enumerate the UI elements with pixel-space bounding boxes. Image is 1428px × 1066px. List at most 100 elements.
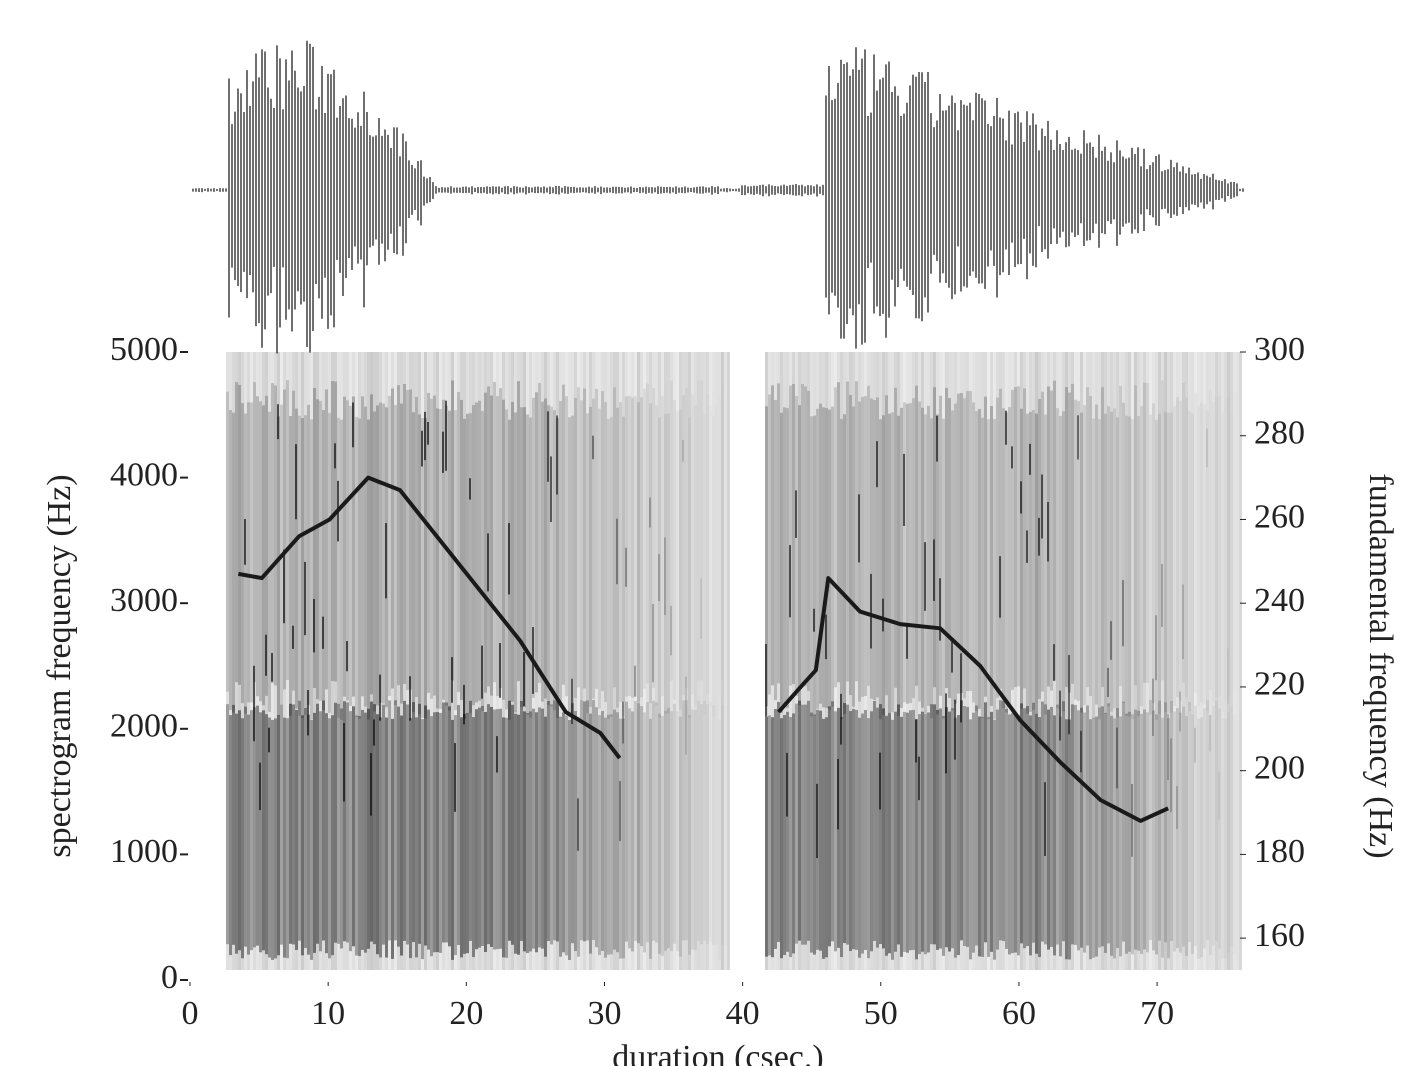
texture [1020,703,1023,944]
texture [571,703,574,944]
texture [658,554,660,601]
texture [1131,714,1134,955]
texture [975,411,978,712]
texture [978,352,981,970]
texture [1209,715,1212,956]
texture [900,407,903,708]
texture [361,352,364,970]
texture [424,352,427,970]
texture [885,395,888,696]
texture [939,578,941,641]
texture [1224,352,1227,970]
texture [921,352,924,970]
texture [559,716,562,957]
texture [987,419,990,720]
texture [268,411,271,712]
texture [313,712,316,953]
texture [999,700,1002,941]
texture [1008,407,1011,708]
texture [960,653,962,723]
texture [903,402,906,703]
texture [771,717,774,958]
texture [828,706,831,947]
texture [984,702,987,943]
texture [541,352,544,970]
texture [538,707,541,948]
texture [583,352,586,970]
texture [595,388,598,689]
texture [571,352,574,970]
texture [945,693,947,774]
texture [532,397,535,698]
texture [1035,413,1038,714]
texture [780,718,783,959]
y-tick-label: 4000 [110,456,178,493]
texture [1158,700,1161,941]
texture [367,352,370,970]
texture [241,352,244,970]
texture [894,711,897,952]
texture [987,352,990,970]
texture [1023,388,1026,689]
texture [616,712,619,953]
texture [1005,410,1007,445]
texture [939,395,942,696]
texture [1161,717,1164,958]
texture [813,714,816,955]
texture [1140,352,1143,970]
texture [478,400,481,701]
texture [978,716,981,957]
texture [466,352,469,970]
texture [993,418,996,719]
texture [876,707,879,948]
texture [592,398,595,699]
texture [244,352,247,970]
texture [774,352,777,970]
texture [1236,352,1239,970]
texture [520,407,523,708]
texture [304,561,306,636]
texture [610,352,613,970]
texture [556,415,558,495]
texture [646,383,649,684]
texture [427,352,430,970]
texture [490,706,493,947]
texture [1194,392,1197,693]
texture [388,352,391,970]
texture [469,700,472,941]
texture [1026,352,1029,970]
texture [840,717,843,958]
texture [903,352,906,970]
texture [978,408,981,709]
texture [553,410,556,711]
texture [631,352,634,970]
texture [1032,702,1035,943]
texture [466,413,469,714]
texture [1098,352,1101,970]
texture [337,352,340,970]
texture [1026,413,1029,714]
texture [337,703,340,944]
texture [870,711,873,952]
texture [783,352,786,970]
texture [1086,387,1089,688]
texture [523,407,526,708]
texture [436,712,439,953]
texture [780,412,783,713]
texture [331,352,334,970]
texture [1131,783,1133,857]
texture [1137,352,1140,970]
texture [691,394,694,695]
texture [1170,738,1172,813]
texture [232,352,235,970]
texture [574,711,577,952]
texture [1014,387,1017,688]
texture [837,382,840,683]
texture [394,405,397,706]
texture [789,385,792,686]
texture [508,352,511,970]
texture [685,700,688,941]
texture [1137,710,1140,951]
texture [226,391,229,692]
texture [700,380,703,681]
